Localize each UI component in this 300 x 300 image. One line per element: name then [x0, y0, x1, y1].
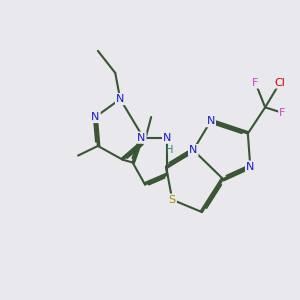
Text: N: N: [163, 133, 172, 143]
Text: N: N: [189, 145, 197, 155]
Text: F: F: [279, 108, 286, 118]
Text: F: F: [252, 77, 259, 88]
Text: N: N: [137, 133, 146, 143]
Text: N: N: [246, 162, 254, 172]
Text: N: N: [206, 116, 215, 126]
Text: Cl: Cl: [274, 77, 286, 88]
Text: N: N: [116, 94, 124, 104]
Text: S: S: [169, 195, 176, 205]
Text: H: H: [166, 145, 173, 155]
Text: N: N: [91, 112, 100, 122]
